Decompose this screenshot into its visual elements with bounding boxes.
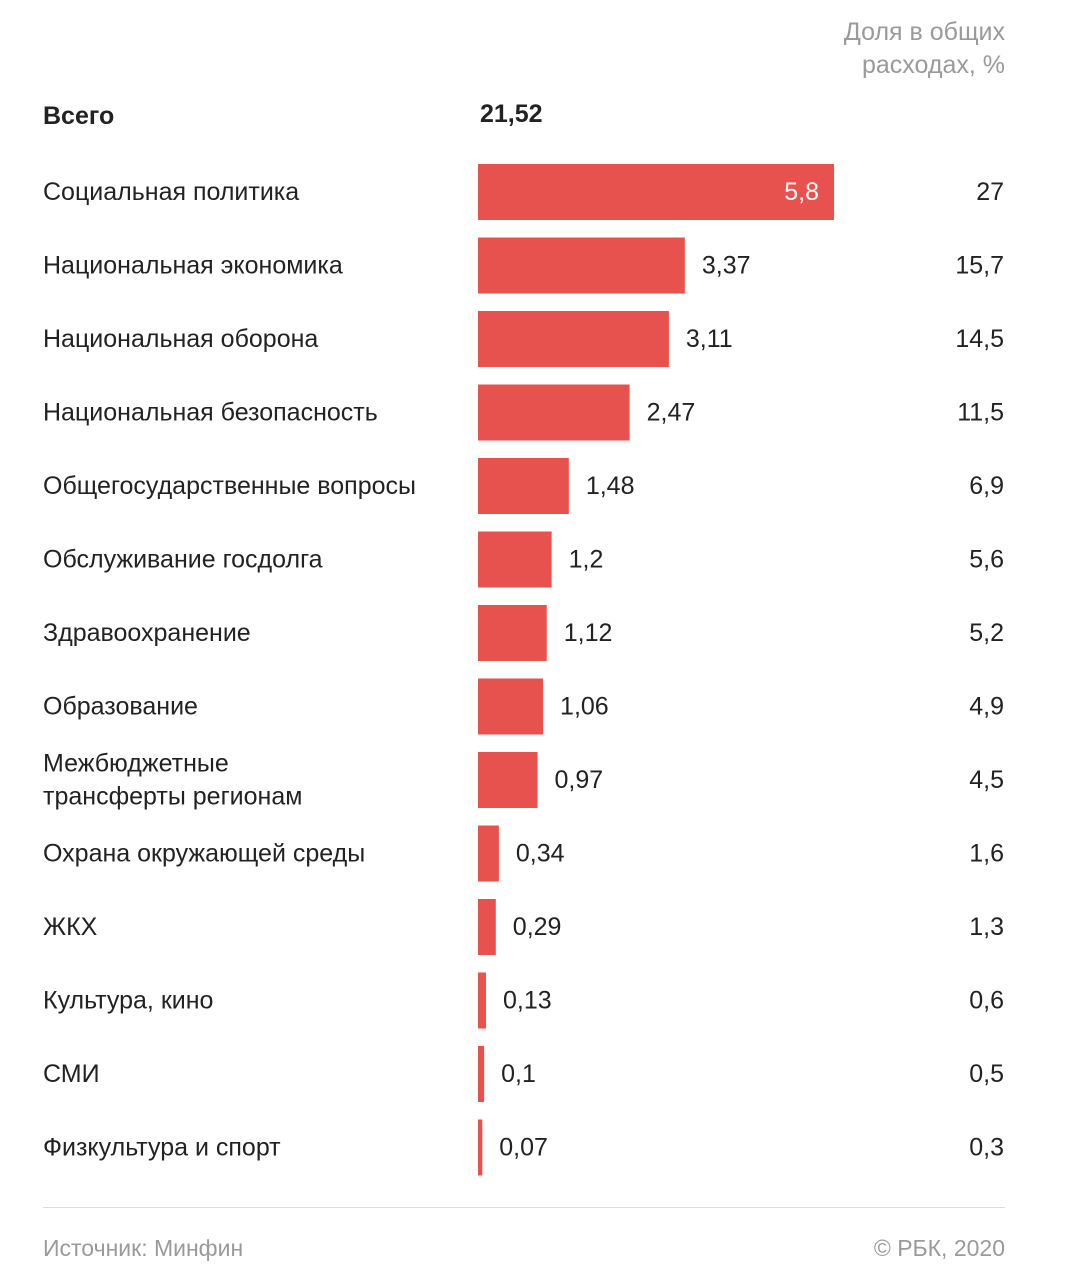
bar-value-label: 1,12 (564, 619, 613, 647)
bar (478, 311, 669, 367)
category-label: Общегосударственные вопросы (43, 472, 416, 500)
share-value-label: 0,3 (969, 1134, 1004, 1162)
category-label-line: Обслуживание госдолга (43, 546, 323, 574)
bar-chart: Социальная политика 5,8 27 Национальная эко… (43, 164, 1004, 1176)
bar-value-label: 0,13 (503, 987, 552, 1015)
total-value: 21,52 (480, 100, 543, 128)
share-value-label: 15,7 (955, 252, 1004, 280)
category-label: Национальная безопасность (43, 399, 378, 427)
bar-value-label: 0,07 (499, 1134, 548, 1162)
bar (478, 752, 538, 808)
bar (478, 678, 544, 735)
bar (478, 531, 552, 588)
share-value-label: 1,3 (969, 913, 1004, 941)
share-value-label: 6,9 (969, 472, 1004, 500)
footer-divider (43, 1207, 1005, 1208)
share-value-label: 5,6 (969, 546, 1004, 574)
category-label-line: СМИ (43, 1060, 100, 1088)
category-label-line: Физкультура и спорт (43, 1134, 281, 1162)
bar-value-label: 2,47 (647, 399, 696, 427)
bar-value-label: 3,11 (686, 325, 733, 353)
category-label: ЖКХ (43, 913, 98, 941)
category-label: Физкультура и спорт (43, 1134, 281, 1162)
bar-value-label: 1,48 (586, 472, 635, 500)
copyright-credit: © РБК, 2020 (873, 1235, 1005, 1261)
category-label: Охрана окружающей среды (43, 840, 365, 868)
category-label-line: трансферты регионам (43, 783, 302, 811)
category-label-line: Культура, кино (43, 987, 213, 1015)
category-label: Здравоохранение (43, 619, 251, 647)
category-label-line: Социальная политика (43, 178, 299, 206)
bar (478, 825, 499, 882)
category-label: Образование (43, 693, 198, 721)
bar-value-label: 3,37 (702, 252, 751, 280)
category-label-line: Здравоохранение (43, 619, 251, 647)
bar-value-label: 1,2 (569, 546, 604, 574)
share-value-label: 0,5 (969, 1060, 1004, 1088)
bar (478, 237, 685, 294)
category-label: Социальная политика (43, 178, 299, 206)
share-header-line1: Доля в общих (843, 18, 1005, 46)
bar (478, 1046, 485, 1102)
bar (478, 972, 486, 1029)
bar-value-label: 0,97 (555, 766, 604, 794)
category-label: СМИ (43, 1060, 100, 1088)
category-label: Межбюджетные трансферты регионам (43, 750, 302, 811)
share-value-label: 1,6 (969, 840, 1004, 868)
source-note: Источник: Минфин (43, 1235, 244, 1261)
share-value-label: 27 (976, 178, 1004, 206)
category-label-line: Национальная экономика (43, 252, 343, 280)
bar (478, 164, 834, 220)
category-label: Национальная экономика (43, 252, 343, 280)
bar-value-label: 0,29 (513, 913, 562, 941)
bar-value-label: 1,06 (560, 693, 609, 721)
category-label-line: Общегосударственные вопросы (43, 472, 416, 500)
category-label: Культура, кино (43, 987, 213, 1015)
bar (478, 605, 547, 661)
bar (478, 384, 630, 441)
bar (478, 899, 496, 955)
category-label-line: ЖКХ (43, 913, 98, 941)
category-label-line: Национальная оборона (43, 325, 318, 353)
share-value-label: 4,5 (969, 766, 1004, 794)
bar (478, 458, 569, 514)
bar-value-label: 0,1 (501, 1060, 536, 1088)
share-column-header: Доля в общих расходах, % (745, 16, 1005, 82)
category-label-line: Национальная безопасность (43, 399, 378, 427)
category-label: Обслуживание госдолга (43, 546, 323, 574)
share-header-line2: расходах, % (862, 51, 1005, 79)
share-value-label: 14,5 (955, 325, 1004, 353)
bar-value-label: 0,34 (516, 840, 565, 868)
total-label: Всего (43, 102, 115, 130)
category-label-line: Охрана окружающей среды (43, 840, 365, 868)
share-value-label: 5,2 (969, 619, 1004, 647)
bar-value-label: 5,8 (784, 178, 819, 206)
share-value-label: 4,9 (969, 693, 1004, 721)
share-value-label: 11,5 (957, 399, 1004, 427)
share-value-label: 0,6 (969, 987, 1004, 1015)
category-label: Национальная оборона (43, 325, 318, 353)
category-label-line: Межбюджетные (43, 750, 229, 778)
category-label-line: Образование (43, 693, 198, 721)
bar (478, 1119, 483, 1176)
